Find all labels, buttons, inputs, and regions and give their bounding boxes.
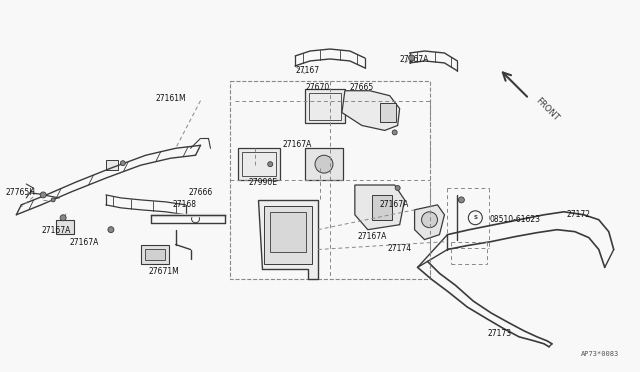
- Bar: [106, 160, 118, 170]
- Bar: [305, 148, 343, 180]
- Bar: [56, 220, 74, 234]
- Bar: [372, 195, 392, 220]
- Text: 27665: 27665: [350, 83, 374, 92]
- Polygon shape: [264, 206, 312, 264]
- Text: 27765H: 27765H: [5, 188, 35, 197]
- Text: 27167A: 27167A: [69, 238, 99, 247]
- Bar: [270, 212, 306, 251]
- Bar: [380, 103, 396, 122]
- Polygon shape: [342, 91, 399, 131]
- Text: 27990E: 27990E: [248, 178, 277, 187]
- Text: 27167A: 27167A: [358, 232, 387, 241]
- Text: 27167A: 27167A: [380, 200, 409, 209]
- Text: 27670: 27670: [305, 83, 330, 92]
- Text: 08510-61623: 08510-61623: [489, 215, 540, 224]
- Text: AP73*0083: AP73*0083: [580, 351, 619, 357]
- Circle shape: [268, 162, 273, 167]
- Bar: [243, 152, 276, 176]
- Text: 27168: 27168: [173, 200, 196, 209]
- Circle shape: [395, 186, 400, 190]
- Circle shape: [458, 197, 465, 203]
- Polygon shape: [259, 200, 318, 279]
- Circle shape: [315, 155, 333, 173]
- Text: 27167: 27167: [295, 66, 319, 75]
- Text: 27671M: 27671M: [148, 267, 179, 276]
- Text: 27167A: 27167A: [282, 140, 312, 149]
- Circle shape: [392, 130, 397, 135]
- Bar: [309, 93, 341, 119]
- Text: 27161M: 27161M: [156, 94, 186, 103]
- Circle shape: [60, 215, 66, 221]
- Circle shape: [422, 212, 438, 228]
- Circle shape: [408, 55, 415, 61]
- Bar: [230, 81, 429, 279]
- Text: 27173: 27173: [487, 329, 511, 338]
- Text: 27666: 27666: [189, 188, 213, 197]
- Circle shape: [108, 227, 114, 232]
- Bar: [145, 248, 164, 260]
- Circle shape: [120, 161, 125, 166]
- Circle shape: [40, 192, 46, 198]
- FancyBboxPatch shape: [305, 89, 345, 124]
- Text: 27167A: 27167A: [41, 226, 70, 235]
- Polygon shape: [415, 205, 444, 240]
- Circle shape: [51, 198, 55, 202]
- Text: FRONT: FRONT: [534, 96, 561, 122]
- Text: S: S: [474, 215, 477, 220]
- Text: 27172: 27172: [567, 210, 591, 219]
- FancyBboxPatch shape: [238, 148, 280, 180]
- Text: 27167A: 27167A: [399, 55, 429, 64]
- Bar: [141, 244, 169, 264]
- Text: 27174: 27174: [388, 244, 412, 253]
- Polygon shape: [355, 185, 404, 230]
